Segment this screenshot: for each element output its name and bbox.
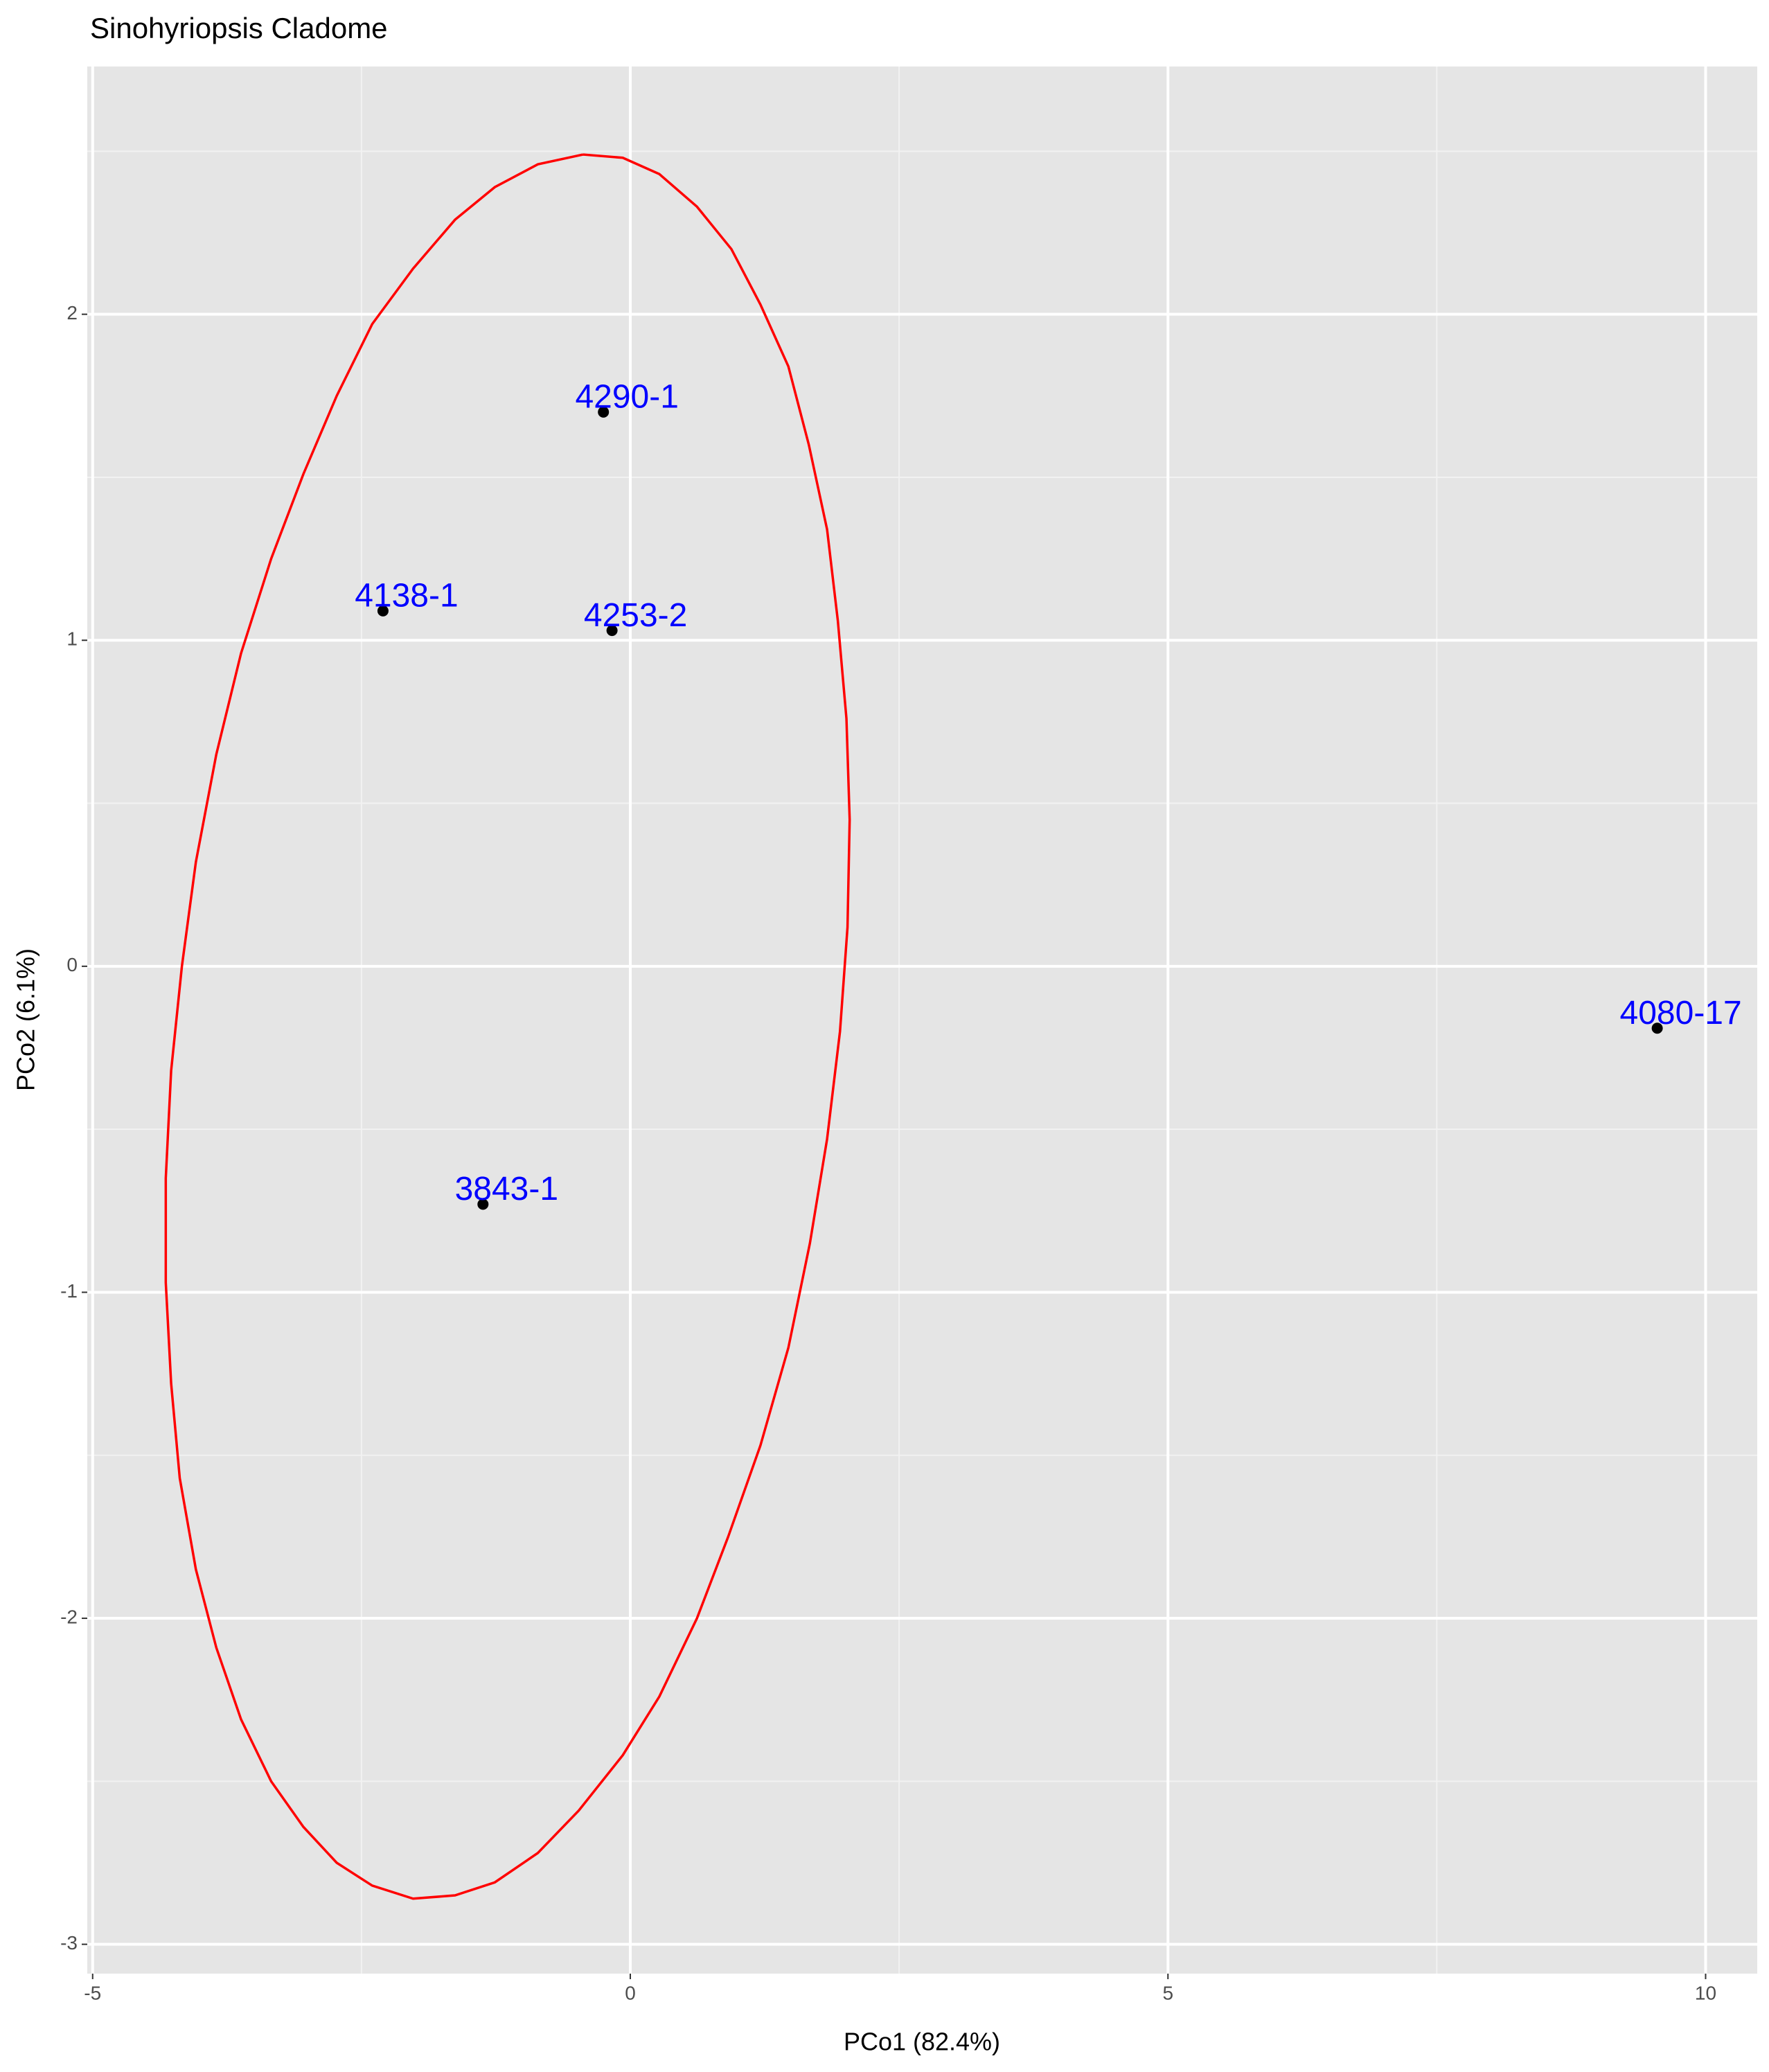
chart-title: Sinohyriopsis Cladome bbox=[90, 12, 388, 44]
panel-background bbox=[87, 67, 1757, 1974]
y-tick-label: -2 bbox=[60, 1606, 78, 1627]
x-axis-title: PCo1 (82.4%) bbox=[844, 2028, 1000, 2056]
point-label: 4253-2 bbox=[584, 597, 687, 634]
point-label: 4138-1 bbox=[355, 578, 458, 614]
point bbox=[377, 605, 389, 617]
x-tick-label: -5 bbox=[84, 1982, 101, 2003]
ellipse bbox=[164, 153, 851, 1900]
point-label: 3843-1 bbox=[455, 1171, 558, 1207]
y-tick-label: 1 bbox=[66, 628, 78, 650]
x-tick-label: 0 bbox=[625, 1982, 636, 2003]
point bbox=[477, 1198, 489, 1210]
point-label: 4080-17 bbox=[1620, 995, 1742, 1031]
point-label: 4290-1 bbox=[575, 379, 678, 416]
point bbox=[598, 406, 610, 418]
x-tick-label: 5 bbox=[1162, 1982, 1173, 2003]
y-tick-label: -3 bbox=[60, 1932, 78, 1954]
y-axis-title: PCo2 (6.1%) bbox=[12, 948, 40, 1091]
y-tick-label: 2 bbox=[66, 302, 78, 324]
y-tick-label: -1 bbox=[60, 1280, 78, 1302]
point bbox=[606, 625, 618, 637]
y-tick-label: 0 bbox=[66, 954, 78, 975]
point bbox=[1651, 1022, 1663, 1034]
x-tick-label: 10 bbox=[1695, 1982, 1716, 2003]
